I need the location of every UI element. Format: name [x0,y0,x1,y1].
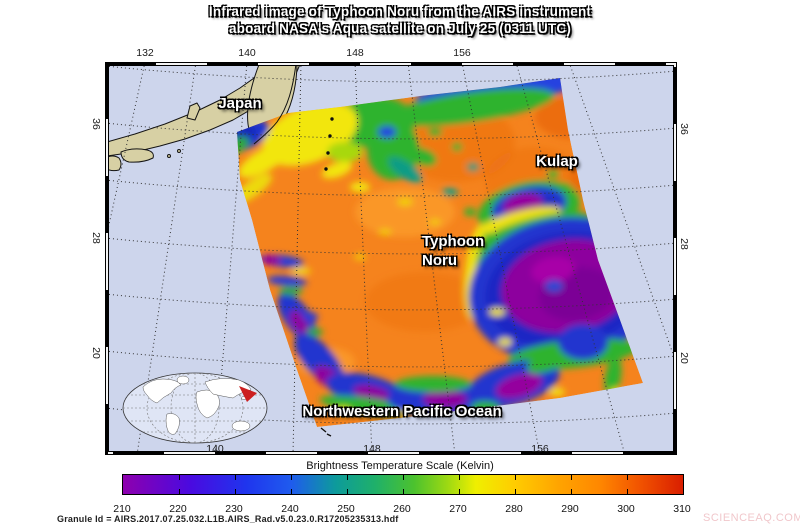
inset-pointer-arrow [239,386,257,402]
coastline-overlay [253,63,297,145]
typhoon-noru-label-line1: Typhoon [422,233,485,250]
world-map-inset [122,372,268,444]
colorbar-tick-mark [458,475,460,480]
scale-tick: 220 [169,503,187,515]
colorbar-tick-mark [178,475,180,480]
colorbar-tick-mark [570,475,572,480]
colorbar-tick-mark [458,489,460,494]
figure-title-line2: aboard NASA's Aqua satellite on July 25 … [228,21,572,36]
scale-tick: 250 [337,503,355,515]
colorbar-tick-mark [234,475,236,480]
scale-tick: 270 [449,503,467,515]
colorbar-tick-mark [346,475,348,480]
scale-tick: 260 [393,503,411,515]
scale-tick: 300 [617,503,635,515]
scale-tick: 310 [673,503,691,515]
lon-tick-top: 132 [136,47,154,59]
ocean-label: Northwestern Pacific Ocean [302,403,502,420]
colorbar-tick-mark [234,489,236,494]
colorbar-tick-mark [402,475,404,480]
scale-tick: 240 [281,503,299,515]
colorbar-tick-mark [402,489,404,494]
lat-tick-left: 20 [90,347,102,359]
map-frame [105,62,677,455]
watermark-text: SCIENCEAQ.COM [703,512,800,524]
lat-tick-right: 20 [678,352,690,364]
lat-tick-right: 28 [678,238,690,250]
colorbar-tick-mark [514,489,516,494]
lon-tick-top: 140 [238,47,256,59]
colorbar-tick-mark [570,489,572,494]
lat-tick-right: 36 [678,123,690,135]
lon-tick-bottom: 140 [206,443,224,455]
colorbar-tick-mark [626,475,628,480]
kulap-label: Kulap [536,153,578,170]
figure-title-line1: Infrared image of Typhoon Noru from the … [208,4,592,19]
scale-tick: 210 [113,503,131,515]
map-canvas [105,62,677,455]
colorbar-tick-mark [290,475,292,480]
temperature-colorbar [122,474,684,495]
colorbar-tick-mark [346,489,348,494]
noru-outer-band [277,292,622,418]
granule-id-text: Granule Id = AIRS.2017.07.25.032.L1B.AIR… [57,514,399,524]
map-panel [105,62,677,455]
lon-tick-top: 156 [453,47,471,59]
scale-tick: 280 [505,503,523,515]
lat-tick-left: 28 [90,232,102,244]
japan-label: Japan [218,95,262,112]
typhoon-noru-label-line2: Noru [422,252,457,269]
colorbar-tick-mark [290,489,292,494]
lon-tick-top: 148 [346,47,364,59]
lon-tick-bottom: 148 [363,443,381,455]
lat-tick-left: 36 [90,118,102,130]
colorbar-tick-mark [178,489,180,494]
inset-continents [142,375,252,435]
small-islands [320,117,334,437]
lon-tick-bottom: 156 [531,443,549,455]
colorbar-tick-mark [626,489,628,494]
scale-tick: 290 [561,503,579,515]
colorbar-tick-mark [514,475,516,480]
scale-title: Brightness Temperature Scale (Kelvin) [306,460,494,472]
noru-eye [545,280,563,292]
scale-tick: 230 [225,503,243,515]
